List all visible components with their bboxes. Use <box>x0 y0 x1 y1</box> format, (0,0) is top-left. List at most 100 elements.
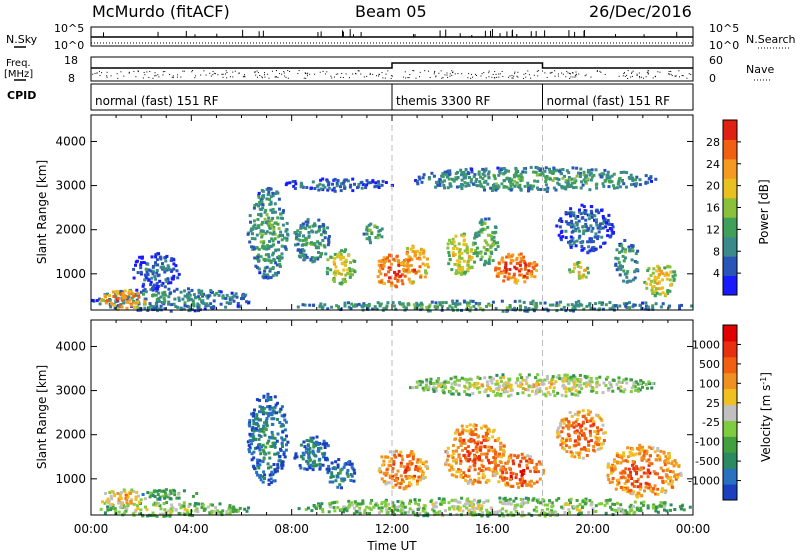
nave-point <box>303 77 305 79</box>
heatmap-cell <box>563 441 567 445</box>
nave-point <box>234 70 236 72</box>
heatmap-cell <box>590 417 594 421</box>
heatmap-cell <box>630 183 633 187</box>
heatmap-cell <box>513 184 517 188</box>
heatmap-cell <box>485 304 488 308</box>
heatmap-cell <box>587 217 591 221</box>
heatmap-cell <box>571 236 575 240</box>
heatmap-cell <box>277 248 281 252</box>
nave-point <box>596 70 598 72</box>
nave-point <box>205 74 207 76</box>
heatmap-cell <box>319 446 323 450</box>
heatmap-cell <box>468 385 472 389</box>
heatmap-cell <box>149 283 153 287</box>
heatmap-cell <box>504 381 508 385</box>
heatmap-cell <box>651 286 654 289</box>
heatmap-cell <box>561 446 565 450</box>
heatmap-cell <box>573 376 577 379</box>
heatmap-cell <box>441 301 445 304</box>
heatmap-cell <box>283 413 287 417</box>
nave-point <box>384 77 386 79</box>
heatmap-cell <box>309 438 313 442</box>
nave-point <box>668 74 670 76</box>
heatmap-cell <box>491 231 495 235</box>
heatmap-cell <box>472 458 476 462</box>
heatmap-cell <box>149 491 153 495</box>
heatmap-cell <box>429 377 433 381</box>
heatmap-cell <box>294 182 298 186</box>
heatmap-cell <box>313 259 316 263</box>
heatmap-cell <box>534 264 538 267</box>
heatmap-cell <box>285 443 288 447</box>
heatmap-cell <box>458 248 462 252</box>
heatmap-cell <box>601 215 605 218</box>
heatmap-cell <box>460 376 464 380</box>
heatmap-cell <box>590 501 594 504</box>
heatmap-cell <box>345 462 349 466</box>
heatmap-cell <box>572 374 576 378</box>
heatmap-cell <box>519 304 522 308</box>
heatmap-cell <box>576 215 580 218</box>
heatmap-cell <box>323 451 327 455</box>
nave-point <box>419 71 421 73</box>
heatmap-cell <box>662 505 666 509</box>
heatmap-cell <box>154 261 157 265</box>
heatmap-cell <box>439 382 443 385</box>
heatmap-cell <box>471 182 475 186</box>
heatmap-cell <box>519 470 523 474</box>
heatmap-cell <box>671 270 675 274</box>
heatmap-cell <box>313 441 317 445</box>
nave-point <box>681 75 683 77</box>
nave-point <box>496 76 498 78</box>
heatmap-cell <box>470 170 474 174</box>
heatmap-cell <box>166 495 170 499</box>
heatmap-cell <box>559 424 562 428</box>
heatmap-cell <box>452 253 456 257</box>
heatmap-cell <box>219 511 223 514</box>
heatmap-cell <box>486 479 490 482</box>
nave-point <box>570 76 572 78</box>
heatmap-cell <box>458 268 462 272</box>
heatmap-cell <box>575 508 579 512</box>
heatmap-cell <box>561 235 565 239</box>
heatmap-cell <box>546 503 549 507</box>
heatmap-cell <box>587 227 591 230</box>
heatmap-cell <box>595 223 599 227</box>
heatmap-cell <box>584 427 588 431</box>
heatmap-cell <box>127 295 131 299</box>
heatmap-cell <box>347 267 351 271</box>
heatmap-cell <box>625 512 629 516</box>
heatmap-cell <box>308 466 312 470</box>
heatmap-cell <box>458 439 462 442</box>
heatmap-cell <box>422 476 425 480</box>
heatmap-cell <box>155 285 159 288</box>
heatmap-cell <box>473 461 477 465</box>
heatmap-cell <box>566 222 570 226</box>
heatmap-cell <box>146 514 150 518</box>
heatmap-cell <box>613 467 617 471</box>
heatmap-cell <box>333 189 337 193</box>
heatmap-cell <box>255 413 259 417</box>
heatmap-cell <box>314 444 317 448</box>
heatmap-cell <box>285 221 289 225</box>
heatmap-cell <box>202 292 205 296</box>
heatmap-cell <box>532 383 536 387</box>
heatmap-cell <box>485 452 489 456</box>
colorbar-swatch <box>723 275 737 296</box>
nave-point <box>162 71 164 73</box>
heatmap-cell <box>551 170 555 174</box>
heatmap-cell <box>151 287 154 290</box>
heatmap-cell <box>326 243 330 247</box>
heatmap-cell <box>624 459 628 463</box>
heatmap-cell <box>481 167 485 171</box>
heatmap-cell <box>142 289 146 293</box>
heatmap-cell <box>566 212 570 216</box>
heatmap-cell <box>381 463 384 467</box>
heatmap-cell <box>507 457 511 461</box>
heatmap-cell <box>305 439 309 442</box>
heatmap-cell <box>139 263 143 267</box>
heatmap-cell <box>363 508 367 512</box>
heatmap-cell <box>252 465 256 469</box>
heatmap-cell <box>484 217 488 221</box>
heatmap-cell <box>580 245 584 248</box>
